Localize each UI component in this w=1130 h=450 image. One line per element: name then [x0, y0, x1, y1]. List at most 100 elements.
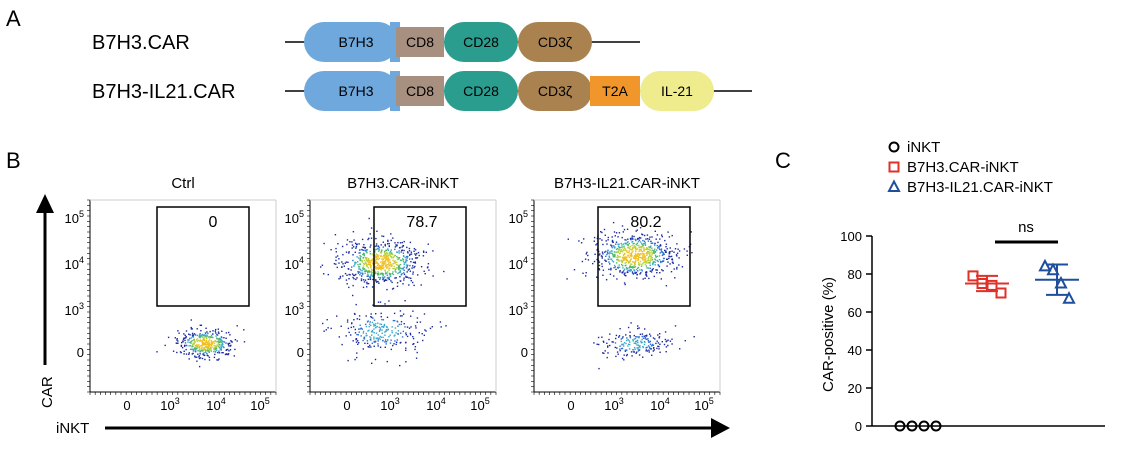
segment-cd28: [444, 22, 518, 62]
y-tick-label: 80: [848, 267, 862, 282]
data-point: [1062, 291, 1076, 304]
car-positive-gate: [156, 206, 250, 307]
x-tick-label: 104: [426, 396, 445, 413]
legend-marker-circle: [888, 141, 900, 153]
flow-plot-title: B7H3-IL21.CAR-iNKT: [554, 175, 700, 192]
y-tick-label: 103: [509, 301, 528, 318]
panel-c-label: C: [775, 148, 791, 173]
y-tick-label: 20: [848, 381, 862, 396]
y-tick-label: 105: [285, 209, 304, 226]
y-tick-label: 0: [77, 345, 84, 360]
y-tick-label: 0: [521, 345, 528, 360]
dotplot-y-axis-title: CAR-positive (%): [820, 277, 837, 392]
flow-events: [566, 221, 695, 370]
x-tick-label: 103: [160, 396, 179, 413]
segment-cd3z: [518, 71, 592, 111]
car-positive-gate: [373, 206, 467, 307]
segment-label: CD28: [463, 34, 499, 50]
y-tick-label: 40: [848, 343, 862, 358]
legend: iNKT B7H3.CAR-iNKT B7H3-IL21.CAR-iNKT: [887, 139, 1053, 196]
data-point: [894, 420, 906, 432]
gate-percentage: 80.2: [630, 214, 661, 231]
segment-label: CD8: [406, 34, 434, 50]
segment-label: IL-21: [661, 83, 693, 99]
flow-plot-3: 105 104 103 0 0 103 104 105 B7H3-IL21.CAR-iNKT 80…: [509, 175, 721, 413]
legend-marker-square: [888, 161, 900, 173]
y-tick-label: 100: [840, 229, 862, 244]
y-tick-label: 60: [848, 305, 862, 320]
legend-label: iNKT: [907, 139, 940, 156]
construct-name-2: B7H3-IL21.CAR: [92, 81, 235, 103]
segment-cd8: [396, 76, 444, 106]
y-tick-label: 103: [285, 301, 304, 318]
segment-b7h3: [304, 71, 398, 111]
flow-plot-1: 105 104 103 0 0 103 104 105 Ctrl 0: [65, 175, 277, 413]
x-tick-label: 103: [604, 396, 623, 413]
flow-plot-title: Ctrl: [171, 175, 194, 192]
segment-label: B7H3: [338, 34, 373, 50]
x-tick-label: 0: [123, 398, 130, 413]
segment-b7h3: [304, 22, 398, 62]
significance-label: ns: [1018, 219, 1034, 236]
x-tick-label: 105: [250, 396, 269, 413]
y-tick-label: 0: [855, 419, 862, 434]
flow-events: [156, 319, 246, 368]
data-point: [1054, 275, 1068, 289]
car-axis-arrow: [36, 194, 54, 365]
series-3: [1035, 258, 1079, 304]
y-tick-label: 104: [285, 255, 304, 272]
x-tick-label: 105: [694, 396, 713, 413]
segment-t2a: [590, 76, 640, 106]
x-tick-label: 0: [343, 398, 350, 413]
legend-marker-triangle: [887, 179, 901, 192]
data-point: [1038, 258, 1052, 272]
panel-b-label: B: [6, 148, 21, 173]
dot-plot: 0 20 40 60 80 100 ns: [840, 219, 1105, 434]
data-point: [995, 287, 1007, 299]
data-point: [918, 420, 930, 432]
y-axis-title: CAR: [39, 376, 56, 408]
segment-il21: [640, 71, 714, 111]
x-tick-label: 105: [470, 396, 489, 413]
y-tick-label: 105: [509, 209, 528, 226]
car-positive-gate: [597, 206, 691, 307]
series-1: [894, 420, 942, 432]
construct-name-1: B7H3.CAR: [92, 32, 190, 54]
segment-cd3z: [518, 22, 592, 62]
series-2: [965, 270, 1009, 299]
flow-plot-title: B7H3.CAR-iNKT: [347, 175, 459, 192]
segment-cd8: [396, 27, 444, 57]
segment-cd28: [444, 71, 518, 111]
construct-1-diagram: B7H3 CD8 CD28 CD3ζ: [285, 22, 640, 62]
y-tick-label: 105: [65, 209, 84, 226]
flow-events: [320, 217, 447, 367]
flow-plot-2: 105 104 103 0 0 103 104 105 B7H3.CAR-iNKT 78.7: [285, 175, 497, 413]
gate-percentage: 0: [209, 214, 218, 231]
gate-percentage: 78.7: [406, 214, 437, 231]
y-tick-label: 104: [65, 255, 84, 272]
construct-2-diagram: B7H3 CD8 CD28 CD3ζ T2A IL-21: [285, 71, 752, 111]
segment-label: CD8: [406, 83, 434, 99]
x-tick-label: 104: [650, 396, 669, 413]
x-tick-label: 104: [206, 396, 225, 413]
data-point: [967, 270, 979, 282]
segment-label: B7H3: [338, 83, 373, 99]
inkt-axis-arrow: [105, 418, 730, 438]
x-tick-label: 0: [567, 398, 574, 413]
y-tick-label: 104: [509, 255, 528, 272]
data-point: [930, 420, 942, 432]
data-point: [906, 420, 918, 432]
panel-a-label: A: [6, 6, 21, 31]
y-tick-label: 0: [297, 345, 304, 360]
segment-label: CD28: [463, 83, 499, 99]
y-tick-label: 103: [65, 301, 84, 318]
legend-label: B7H3-IL21.CAR-iNKT: [907, 179, 1053, 196]
data-point: [1046, 262, 1060, 276]
x-tick-label: 103: [380, 396, 399, 413]
data-point: [986, 279, 998, 291]
segment-label: CD3ζ: [538, 83, 572, 99]
segment-label: T2A: [602, 83, 628, 99]
legend-label: B7H3.CAR-iNKT: [907, 159, 1019, 176]
